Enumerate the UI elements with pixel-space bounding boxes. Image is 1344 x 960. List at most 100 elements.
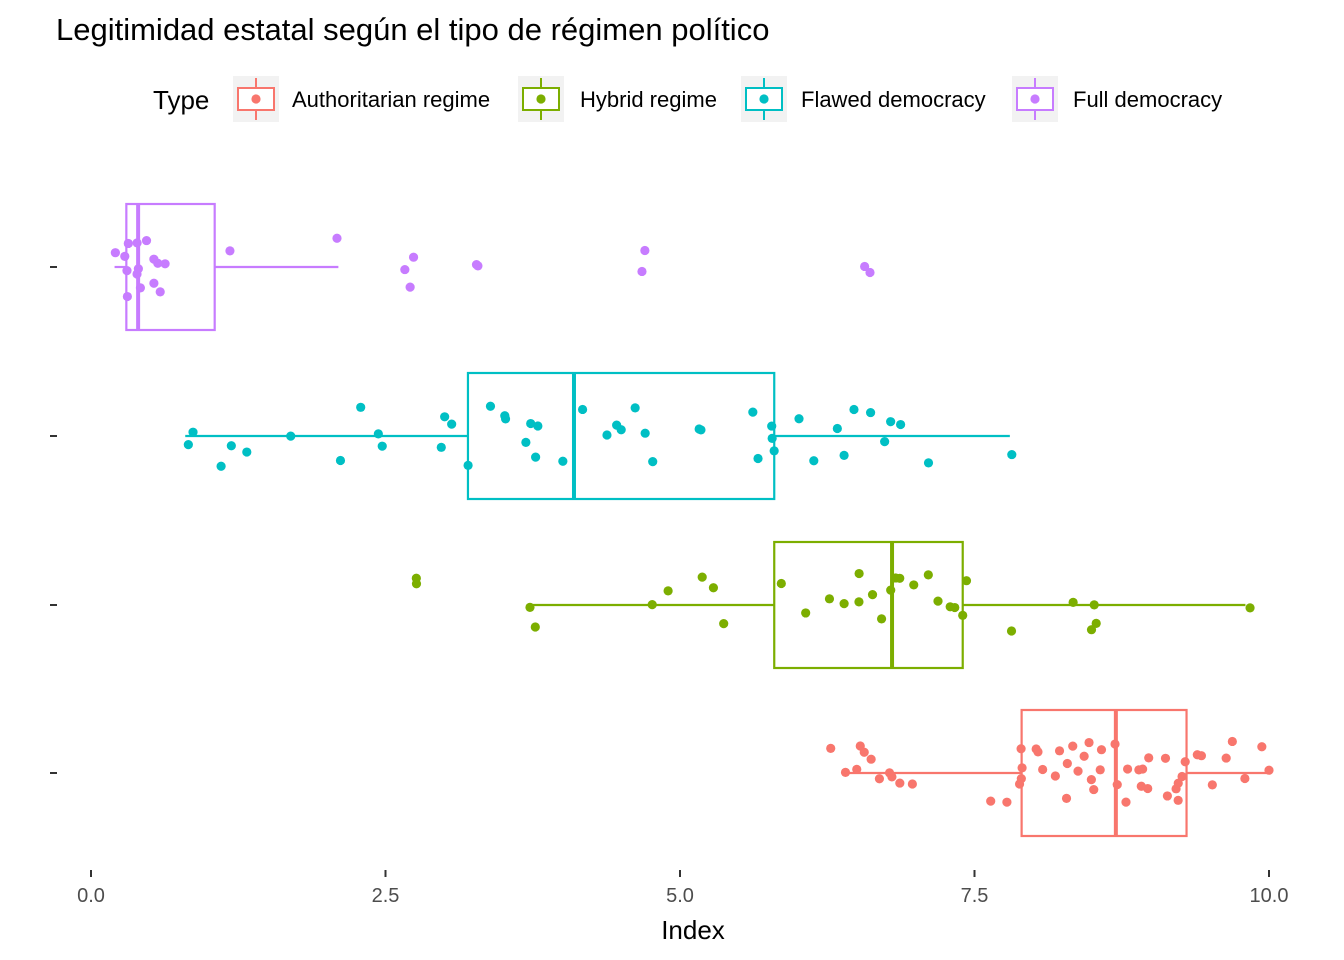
legend-label: Full democracy	[1073, 87, 1222, 112]
data-point	[1086, 774, 1096, 785]
data-point	[123, 238, 133, 249]
data-point	[637, 266, 647, 277]
data-point	[1173, 778, 1183, 788]
data-point	[183, 440, 193, 450]
data-point	[149, 278, 159, 288]
legend-item: Hybrid regime	[518, 76, 717, 122]
data-point	[408, 252, 419, 262]
data-point	[1207, 780, 1217, 790]
series-hybrid-regime	[411, 540, 1255, 670]
data-point	[840, 767, 851, 777]
data-point	[1177, 771, 1187, 782]
data-point	[1196, 751, 1207, 761]
data-point	[961, 576, 972, 586]
legend: Type Authoritarian regime Hybrid regime Fl…	[153, 76, 1222, 122]
data-point	[839, 598, 849, 609]
data-point	[1068, 597, 1078, 607]
data-point	[531, 452, 541, 462]
data-point	[242, 447, 252, 457]
legend-title: Type	[153, 85, 209, 115]
data-point	[1089, 600, 1099, 610]
data-point	[612, 420, 622, 430]
data-point	[986, 796, 996, 806]
x-axis-title: Index	[661, 915, 725, 945]
data-point	[1121, 797, 1131, 807]
data-point	[887, 772, 897, 782]
data-point	[854, 597, 864, 607]
box	[1020, 708, 1188, 838]
x-tick-label: 2.5	[372, 885, 400, 907]
data-point	[216, 461, 226, 471]
data-point	[1180, 757, 1190, 767]
data-point	[377, 441, 387, 451]
data-point	[896, 419, 906, 430]
data-point	[923, 458, 934, 468]
data-point	[1031, 744, 1041, 754]
data-point	[1050, 771, 1060, 781]
data-point	[1123, 764, 1133, 774]
data-point	[1073, 766, 1083, 776]
data-point	[832, 423, 842, 434]
data-point	[1016, 744, 1026, 754]
legend-key-point	[759, 94, 769, 104]
data-point	[809, 456, 819, 466]
data-point	[647, 600, 657, 610]
data-point	[436, 442, 446, 452]
plot-area	[110, 202, 1274, 838]
data-point	[558, 456, 568, 466]
box	[466, 371, 776, 501]
data-point	[160, 259, 170, 269]
data-point	[865, 267, 875, 278]
data-point	[852, 764, 862, 774]
data-point	[525, 602, 535, 612]
data-point	[1264, 765, 1274, 775]
data-point	[1240, 773, 1250, 784]
data-point	[1245, 603, 1255, 613]
data-point	[521, 437, 531, 447]
data-point	[630, 403, 640, 413]
x-axis: 0.0 2.5 5.0 7.5 10.0	[77, 870, 1288, 907]
data-point	[874, 774, 885, 784]
data-point	[1084, 737, 1094, 748]
data-point	[1006, 626, 1017, 636]
data-point	[794, 414, 804, 424]
data-point	[1095, 765, 1105, 775]
data-point	[132, 269, 142, 279]
x-tick-label: 0.0	[77, 885, 105, 907]
data-point	[530, 622, 540, 632]
legend-item: Flawed democracy	[741, 76, 986, 122]
data-point	[1062, 758, 1072, 769]
data-point	[1160, 753, 1171, 763]
data-point	[1112, 779, 1122, 790]
data-point	[697, 572, 707, 582]
data-point	[1221, 753, 1231, 763]
x-tick-label: 7.5	[961, 885, 989, 907]
data-point	[859, 747, 869, 757]
data-point	[1257, 742, 1267, 752]
data-point	[860, 261, 870, 272]
data-point	[153, 258, 163, 268]
data-point	[577, 404, 588, 415]
data-point	[854, 568, 864, 579]
data-point	[719, 618, 729, 629]
data-point	[1002, 797, 1012, 807]
data-point	[876, 614, 887, 624]
series-authoritarian-regime	[826, 708, 1274, 838]
data-point	[533, 421, 543, 431]
data-point	[485, 401, 496, 411]
data-point	[867, 590, 878, 600]
data-point	[1054, 746, 1065, 756]
data-point	[1144, 753, 1154, 763]
data-point	[663, 586, 673, 596]
box	[773, 540, 964, 670]
data-point	[640, 428, 650, 438]
data-point	[769, 446, 779, 456]
data-point	[767, 433, 777, 443]
data-point	[1091, 618, 1101, 628]
data-point	[526, 418, 536, 429]
data-point	[895, 573, 905, 583]
data-point	[1079, 751, 1089, 761]
data-point	[440, 412, 450, 422]
data-point	[141, 235, 152, 246]
